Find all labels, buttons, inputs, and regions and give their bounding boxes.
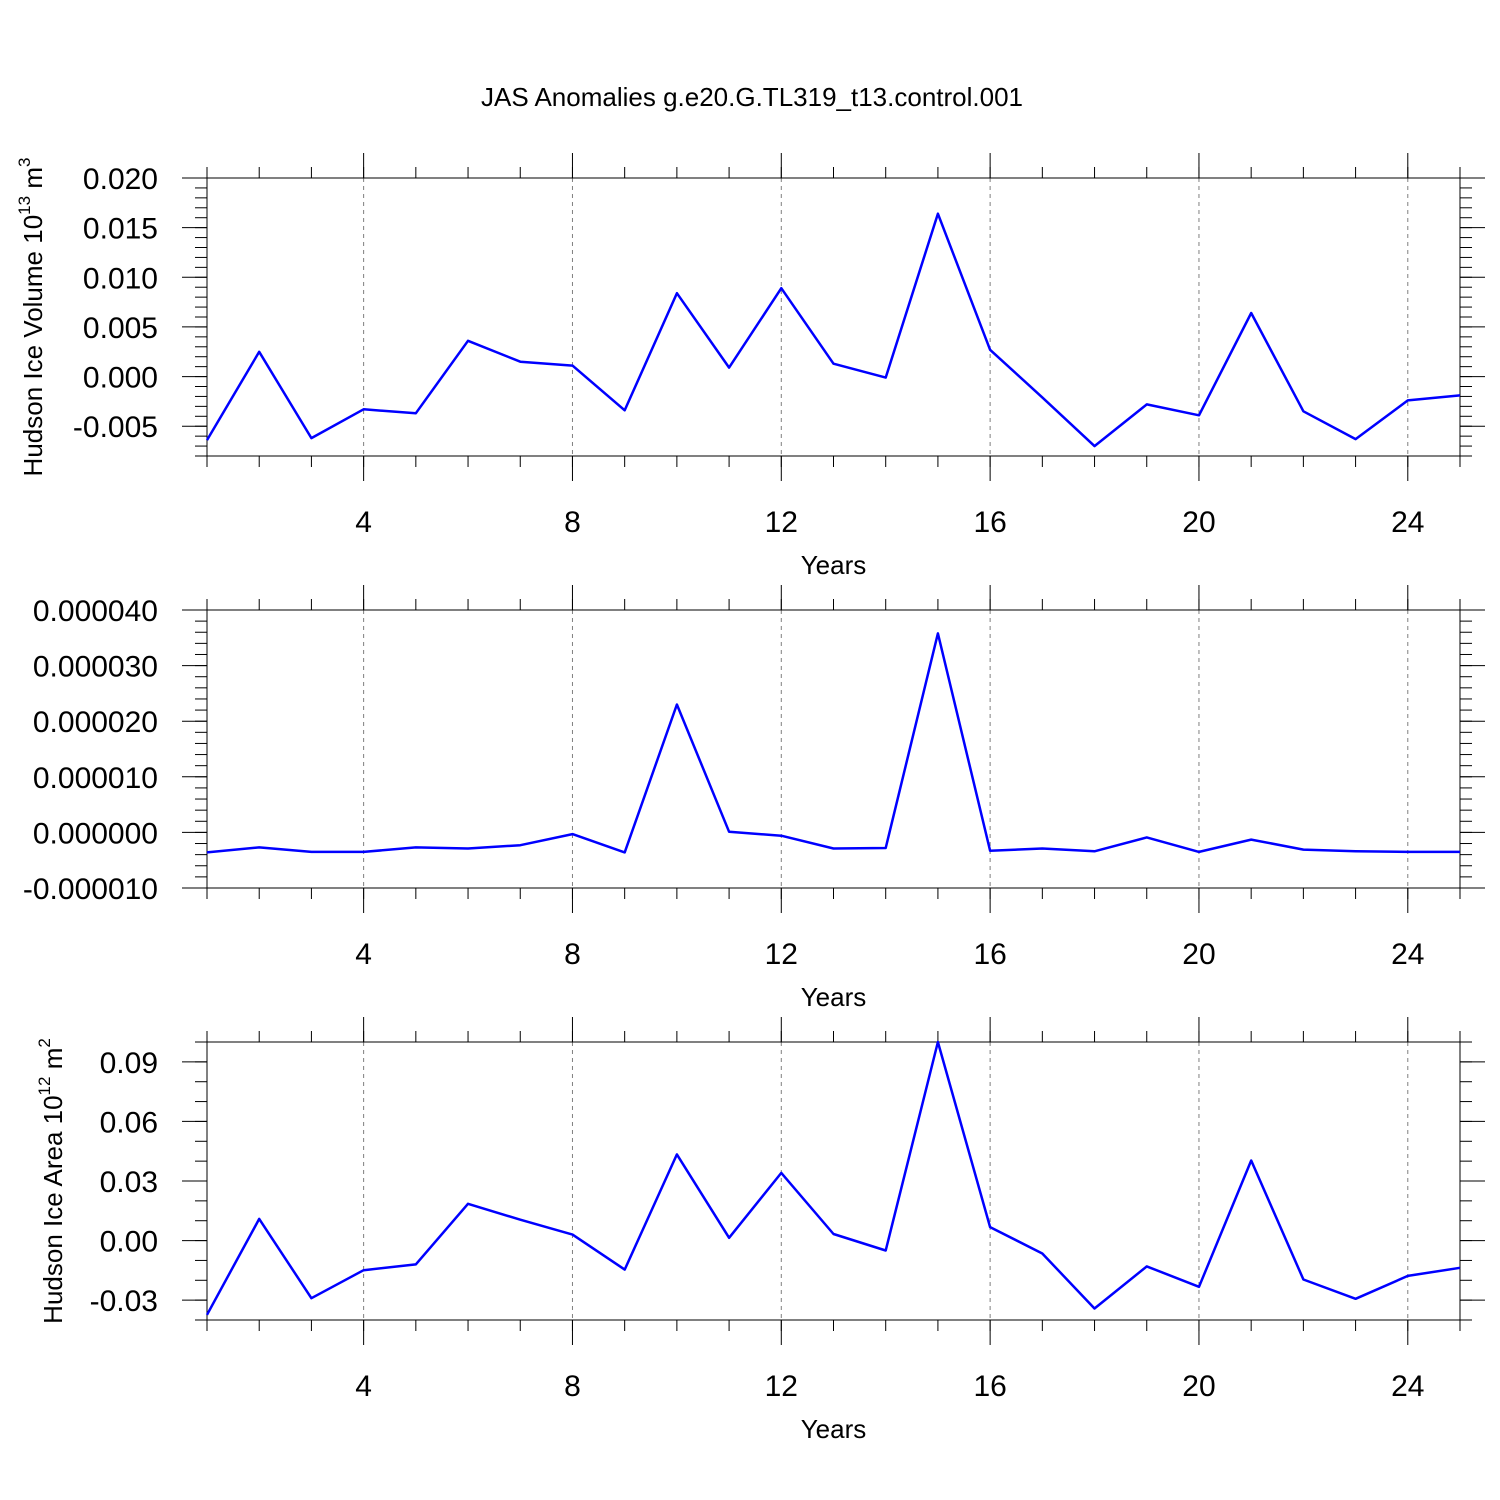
y-tick-label: 0.000040 bbox=[33, 595, 158, 628]
y-tick-label: -0.005 bbox=[73, 411, 158, 444]
series-line bbox=[205, 1040, 1461, 1316]
y-tick-label: 0.000000 bbox=[33, 817, 158, 850]
chart-panel-1: 4 8 12 16 20 24 -0.005 0.000 0.005 0.010 0.015 0.02… bbox=[15, 153, 1485, 580]
x-tick-label: 24 bbox=[1391, 1370, 1424, 1403]
y-tick-label: 0.020 bbox=[83, 163, 158, 196]
y-tick-label: -0.03 bbox=[90, 1285, 158, 1318]
y-tick-label: 0.010 bbox=[83, 262, 158, 295]
x-tick-label: 20 bbox=[1182, 506, 1215, 539]
x-tick-label: 8 bbox=[564, 938, 581, 971]
x-axis-label: Years bbox=[801, 550, 867, 580]
y-tick-label: 0.09 bbox=[100, 1047, 158, 1080]
series-line bbox=[205, 212, 1461, 448]
y-tick-label: 0.000 bbox=[83, 362, 158, 395]
x-tick-label: 20 bbox=[1182, 938, 1215, 971]
y-tick-label: 0.000020 bbox=[33, 706, 158, 739]
chart-panel-3: 4 8 12 16 20 24 -0.03 0.00 0.03 0.06 0.09 Years Huds… bbox=[35, 1017, 1485, 1444]
y-tick-label: 0.06 bbox=[100, 1106, 158, 1139]
x-tick-label: 24 bbox=[1391, 938, 1424, 971]
y-axis-label: Hudson Ice Area 1012 m2 bbox=[35, 1038, 68, 1324]
x-axis-label: Years bbox=[801, 1414, 867, 1444]
x-tick-label: 16 bbox=[973, 506, 1006, 539]
x-tick-label: 12 bbox=[765, 506, 798, 539]
x-axis-label: Years bbox=[801, 982, 867, 1012]
y-tick-label: 0.000030 bbox=[33, 651, 158, 684]
plot-frame bbox=[206, 1041, 1461, 1321]
x-tick-label: 16 bbox=[973, 938, 1006, 971]
x-tick-label: 12 bbox=[765, 1370, 798, 1403]
x-tick-label: 12 bbox=[765, 938, 798, 971]
x-tick-label: 8 bbox=[564, 1370, 581, 1403]
y-tick-label: 0.000010 bbox=[33, 762, 158, 795]
series-line bbox=[206, 632, 1460, 854]
plot-frame bbox=[206, 609, 1461, 889]
x-tick-label: 8 bbox=[564, 506, 581, 539]
y-tick-label: 0.00 bbox=[100, 1226, 158, 1259]
y-tick-label: -0.000010 bbox=[23, 873, 158, 906]
figure-title: JAS Anomalies g.e20.G.TL319_t13.control.… bbox=[481, 82, 1023, 112]
x-tick-label: 4 bbox=[355, 1370, 372, 1403]
x-tick-label: 4 bbox=[355, 506, 372, 539]
x-tick-label: 24 bbox=[1391, 506, 1424, 539]
chart-panel-2: 4 8 12 16 20 24 -0.000010 0.000000 0.000010 0.000… bbox=[23, 585, 1485, 1012]
plot-frame bbox=[206, 177, 1461, 457]
x-tick-label: 20 bbox=[1182, 1370, 1215, 1403]
y-tick-label: 0.005 bbox=[83, 312, 158, 345]
y-tick-label: 0.015 bbox=[83, 213, 158, 246]
x-tick-label: 16 bbox=[973, 1370, 1006, 1403]
y-tick-label: 0.03 bbox=[100, 1166, 158, 1199]
y-axis-label: Hudson Ice Volume 1013 m3 bbox=[15, 158, 48, 477]
x-tick-label: 4 bbox=[355, 938, 372, 971]
